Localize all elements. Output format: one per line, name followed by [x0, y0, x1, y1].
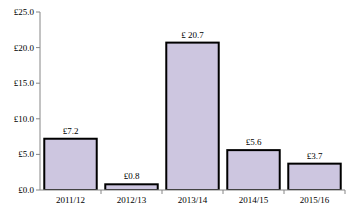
- y-tick-label: £15.0: [14, 78, 35, 88]
- bar: [44, 139, 96, 190]
- y-tick-label: £20.0: [14, 43, 35, 53]
- chart-svg: £0.0 £5.0 £10.0 £15.0 £20.0 £25.0 2011/12 2012/…: [0, 0, 360, 216]
- x-tick-label: 2015/16: [300, 195, 330, 205]
- bar: [288, 164, 340, 190]
- bar: [166, 43, 218, 190]
- bars: [44, 43, 340, 190]
- x-tick-label: 2011/12: [56, 195, 85, 205]
- y-tick: [36, 190, 40, 191]
- y-tick: [36, 118, 40, 119]
- y-tick-label: £0.0: [18, 185, 34, 195]
- x-tick: [162, 190, 163, 194]
- data-label: £7.2: [63, 126, 79, 136]
- bar: [227, 150, 279, 190]
- x-tick-label: 2013/14: [178, 195, 208, 205]
- y-tick: [36, 83, 40, 84]
- y-tick: [36, 47, 40, 48]
- y-tick: [36, 12, 40, 13]
- x-tick: [223, 190, 224, 194]
- x-tick-label: 2012/13: [117, 195, 147, 205]
- x-tick: [284, 190, 285, 194]
- y-tick-label: £5.0: [18, 149, 34, 159]
- page: {"chart_data": {"type": "bar", "categori…: [0, 0, 360, 216]
- x-tick: [101, 190, 102, 194]
- y-tick: [36, 154, 40, 155]
- y-tick-label: £10.0: [14, 114, 35, 124]
- x-tick: [345, 190, 346, 194]
- data-label: £0.8: [124, 171, 140, 181]
- data-label: £3.7: [307, 151, 323, 161]
- x-tick-label: 2014/15: [239, 195, 269, 205]
- y-tick-label: £25.0: [14, 7, 35, 17]
- x-axis: [40, 190, 345, 191]
- data-label: £ 20.7: [181, 30, 204, 40]
- bar: [105, 184, 157, 190]
- chart-container: £0.0 £5.0 £10.0 £15.0 £20.0 £25.0 2011/12 2012/…: [0, 0, 360, 216]
- y-axis: [40, 12, 41, 190]
- data-label: £5.6: [246, 137, 262, 147]
